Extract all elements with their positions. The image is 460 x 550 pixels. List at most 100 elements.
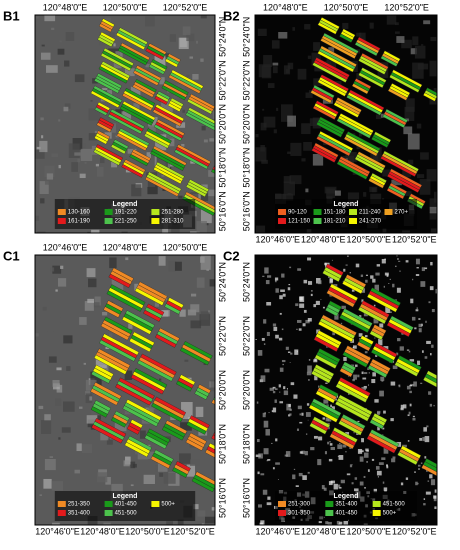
terrain [208,170,215,177]
terrain [305,319,310,324]
terrain [322,306,325,309]
field [424,373,437,392]
terrain [206,268,210,272]
terrain [83,362,87,365]
legend-swatch [384,209,393,215]
terrain [169,34,176,42]
terrain [383,487,388,491]
terrain [49,456,54,459]
terrain [331,259,334,261]
terrain [372,372,376,377]
terrain [272,391,276,394]
field [148,64,165,75]
terrain [180,422,192,431]
terrain [378,462,384,465]
longitude-label: 120°50'0"E [103,2,148,12]
panel-label: C2 [223,248,240,263]
terrain [287,151,292,154]
terrain [430,36,437,42]
terrain [403,126,413,135]
terrain [360,274,364,277]
terrain [424,436,430,443]
terrain [285,69,290,74]
terrain [271,40,280,49]
terrain [147,408,154,414]
terrain [159,472,164,477]
terrain [256,401,259,404]
panel-label: C1 [3,248,20,263]
terrain [361,371,364,375]
field [164,58,179,68]
terrain [375,354,378,357]
terrain [281,273,285,278]
terrain [57,48,65,55]
field [426,370,437,389]
terrain [125,257,129,261]
terrain [255,147,267,162]
terrain [346,473,351,476]
legend-swatch [313,209,322,215]
terrain [347,255,349,257]
terrain [39,140,48,153]
terrain [398,384,400,387]
terrain [57,278,67,287]
legend-swatch [278,209,287,215]
legend-swatch [278,510,287,516]
terrain [262,412,266,418]
map-content: Legend 130-160 161-190 191-220 221-250 251-28… [35,15,215,233]
terrain [50,267,55,272]
terrain [90,100,93,102]
terrain [303,309,307,313]
terrain [121,231,128,233]
terrain [384,272,389,276]
terrain [193,504,199,510]
terrain [413,381,417,387]
terrain [327,416,332,422]
field [100,52,132,72]
terrain [312,117,321,129]
terrain [190,320,202,329]
terrain [263,116,276,128]
terrain [368,372,370,374]
fields [90,18,215,216]
latitude-label: 50°20'0"N [241,104,251,144]
terrain [374,337,376,339]
terrain [111,483,123,497]
terrain [400,407,404,411]
field [91,424,123,444]
terrain [408,350,411,353]
field [143,309,161,322]
legend-swatch [313,218,322,224]
fields [308,263,437,477]
terrain [433,191,437,203]
latitude-label: 50°16'0"N [217,478,227,518]
terrain [263,55,273,68]
field [212,166,215,177]
terrain [364,372,368,375]
terrain [376,470,382,476]
terrain [334,190,341,196]
terrain [79,317,87,325]
terrain [258,453,263,459]
terrain [295,485,299,487]
terrain [124,68,135,77]
terrain [420,281,426,287]
terrain [351,289,355,292]
terrain [318,436,323,441]
terrain [274,399,277,403]
terrain [147,179,158,195]
legend-title: Legend [113,493,138,500]
field [325,306,339,317]
terrain [342,444,347,448]
terrain [412,62,424,79]
terrain [306,229,312,233]
field [370,349,395,364]
terrain [58,437,61,440]
terrain [283,181,296,196]
terrain [381,457,386,460]
terrain [402,444,407,448]
terrain [65,32,75,41]
field [93,149,121,166]
terrain [417,464,421,467]
terrain [145,16,155,27]
